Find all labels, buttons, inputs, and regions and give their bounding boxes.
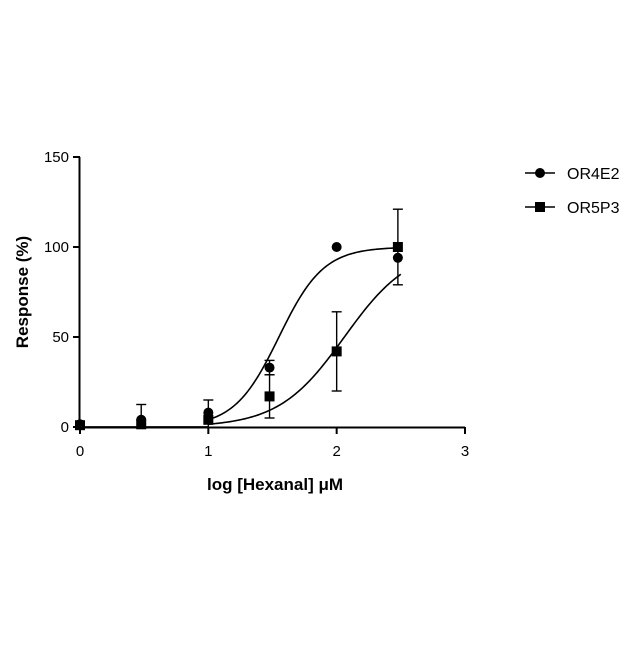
x-tick-label: 3 bbox=[461, 443, 469, 460]
data-point-or4e2 bbox=[332, 242, 342, 252]
ticks: 0 1 2 3 0 50 100 150 bbox=[44, 149, 469, 460]
y-tick-label: 0 bbox=[61, 419, 69, 436]
fit-curve-or5p3 bbox=[80, 274, 401, 427]
data-point-or4e2 bbox=[393, 253, 403, 263]
y-tick-label: 100 bbox=[44, 239, 69, 256]
x-axis-title: log [Hexanal] μM bbox=[207, 475, 343, 494]
data-point-or5p3 bbox=[393, 242, 403, 252]
data-point-or5p3 bbox=[332, 346, 342, 356]
x-tick-label: 2 bbox=[332, 443, 340, 460]
y-tick-label: 50 bbox=[52, 329, 69, 346]
axes bbox=[79, 157, 465, 428]
legend: OR4E2 OR5P3 bbox=[525, 166, 620, 217]
data-point-or5p3 bbox=[136, 419, 146, 429]
legend-marker-or5p3 bbox=[535, 202, 545, 212]
data-point-or4e2 bbox=[265, 363, 275, 373]
legend-marker-or4e2 bbox=[535, 168, 545, 178]
fit-curves bbox=[80, 248, 401, 427]
fit-curve-or4e2 bbox=[80, 248, 401, 427]
data-point-or5p3 bbox=[203, 415, 213, 425]
legend-label-or4e2: OR4E2 bbox=[567, 166, 620, 183]
x-tick-label: 0 bbox=[76, 443, 84, 460]
y-tick-label: 150 bbox=[44, 149, 69, 166]
legend-label-or5p3: OR5P3 bbox=[567, 200, 620, 217]
data-point-or5p3 bbox=[75, 420, 85, 430]
y-axis-title: Response (%) bbox=[13, 236, 32, 348]
x-tick-label: 1 bbox=[204, 443, 212, 460]
data-point-or5p3 bbox=[265, 391, 275, 401]
